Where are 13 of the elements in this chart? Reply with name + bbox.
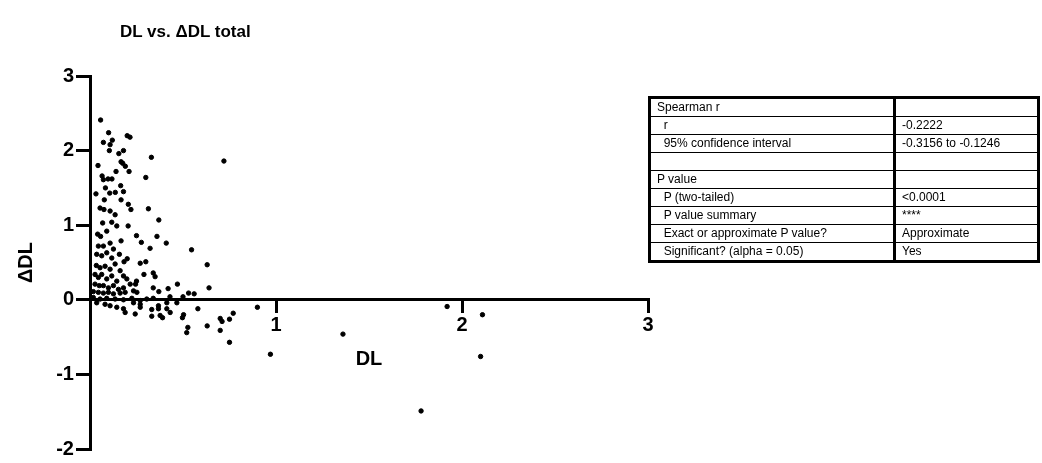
y-tick-label: 0 — [62, 287, 74, 310]
y-tick-label: 3 — [62, 63, 74, 86]
x-axis-title: DL — [355, 347, 383, 370]
y-axis-title: ΔDL — [13, 241, 36, 284]
x-tick-label: 3 — [642, 313, 654, 336]
y-tick-label: 2 — [62, 138, 74, 161]
x-tick-label: 1 — [270, 313, 282, 336]
x-tick-label: 2 — [456, 313, 468, 336]
stats-table: Spearman r r -0.2222 95% confidence interval -0.3156 to -0.1246 P value P (two-tailed) <0.0001 P value summary **** Exact or approximate P value? Approximate Significant? (alpha = 0.05) Yes — [648, 96, 1040, 263]
y-tick-label: -1 — [56, 361, 74, 384]
y-tick-label: -2 — [56, 436, 74, 459]
y-tick-label: 1 — [62, 212, 74, 235]
chart-title: DL vs. ΔDL total — [120, 22, 251, 42]
